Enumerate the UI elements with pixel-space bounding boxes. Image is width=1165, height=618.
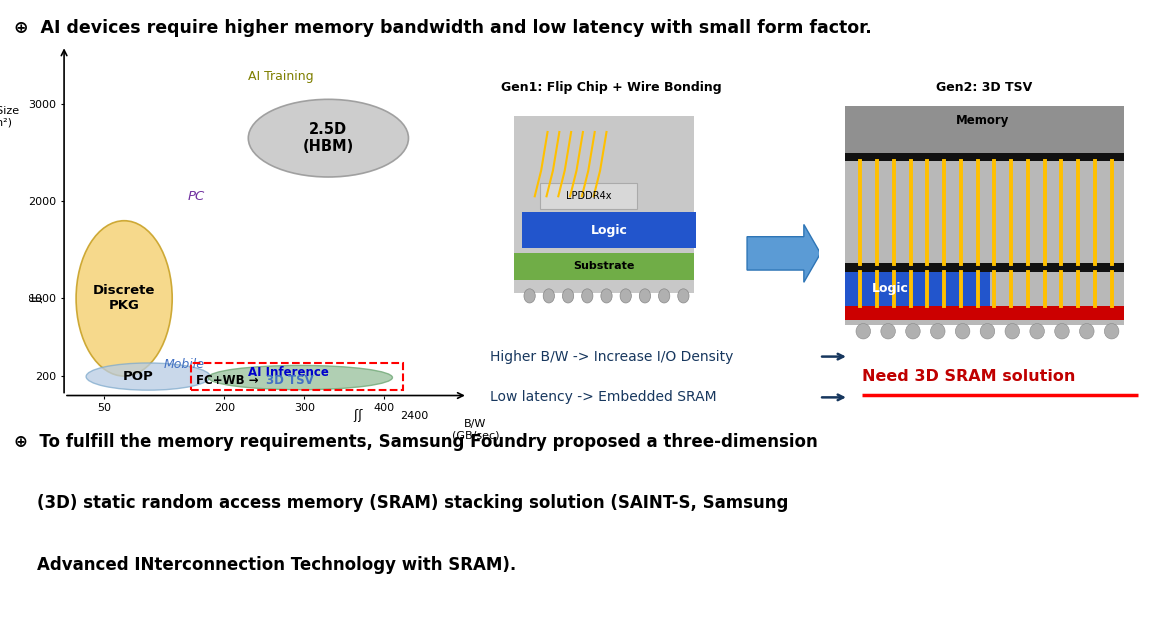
Bar [514, 253, 693, 280]
Text: Discrete
PKG: Discrete PKG [93, 284, 155, 313]
Bar [845, 153, 1124, 161]
Bar [539, 184, 637, 209]
Circle shape [524, 289, 535, 303]
Text: Low latency -> Embedded SRAM: Low latency -> Embedded SRAM [490, 391, 716, 404]
Text: PC: PC [188, 190, 205, 203]
Text: FC+WB →: FC+WB → [196, 375, 263, 387]
Text: Higher B/W -> Increase I/O Density: Higher B/W -> Increase I/O Density [490, 350, 734, 363]
Circle shape [563, 289, 573, 303]
Circle shape [1104, 324, 1118, 339]
Text: Mobile: Mobile [164, 358, 205, 371]
Text: Logic: Logic [591, 224, 628, 237]
Circle shape [1054, 324, 1069, 339]
Text: ʃʃ: ʃʃ [30, 294, 43, 303]
Circle shape [601, 289, 612, 303]
Text: Logic: Logic [873, 282, 909, 295]
Ellipse shape [76, 221, 172, 376]
Text: AI Training: AI Training [247, 70, 313, 83]
Text: POP: POP [122, 370, 153, 383]
Circle shape [931, 324, 945, 339]
Text: Gen1: Flip Chip + Wire Bonding: Gen1: Flip Chip + Wire Bonding [501, 80, 722, 93]
Circle shape [1030, 324, 1044, 339]
Bar [845, 263, 1124, 272]
Text: Advanced INterconnection Technology with SRAM).: Advanced INterconnection Technology with… [14, 556, 516, 574]
Circle shape [1080, 324, 1094, 339]
Text: ⊕  To fulfill the memory requirements, Samsung Foundry proposed a three-dimensio: ⊕ To fulfill the memory requirements, Sa… [14, 433, 818, 451]
Text: 3D TSV: 3D TSV [266, 375, 313, 387]
Bar [845, 272, 990, 305]
Text: ʃʃ: ʃʃ [346, 409, 362, 423]
Circle shape [581, 289, 593, 303]
Circle shape [678, 289, 689, 303]
FancyArrow shape [747, 224, 820, 282]
Text: Substrate: Substrate [573, 261, 635, 271]
Text: ⊕  AI devices require higher memory bandwidth and low latency with small form fa: ⊕ AI devices require higher memory bandw… [14, 19, 871, 36]
Circle shape [955, 324, 970, 339]
Text: LPDDR4x: LPDDR4x [566, 192, 612, 201]
Bar [845, 305, 1124, 320]
Text: 2.5D
(HBM): 2.5D (HBM) [303, 122, 354, 154]
Text: Need 3D SRAM solution: Need 3D SRAM solution [862, 370, 1075, 384]
Bar [845, 106, 1124, 154]
Circle shape [620, 289, 631, 303]
Circle shape [980, 324, 995, 339]
Text: Gen2: 3D TSV: Gen2: 3D TSV [937, 80, 1032, 93]
Text: 2400: 2400 [400, 411, 428, 421]
Ellipse shape [248, 99, 409, 177]
Circle shape [640, 289, 650, 303]
Bar [514, 116, 693, 293]
Circle shape [543, 289, 555, 303]
Circle shape [881, 324, 896, 339]
Text: PKG Size
(mm²): PKG Size (mm²) [0, 106, 20, 127]
Bar [522, 213, 697, 248]
Text: Memory: Memory [956, 114, 1010, 127]
Bar [191, 363, 403, 390]
Text: (3D) static random access memory (SRAM) stacking solution (SAINT-S, Samsung: (3D) static random access memory (SRAM) … [14, 494, 789, 512]
Text: B/W
(GB/sec): B/W (GB/sec) [452, 419, 499, 440]
Circle shape [658, 289, 670, 303]
Bar [845, 106, 1124, 325]
Circle shape [905, 324, 920, 339]
Text: AI Inference: AI Inference [248, 366, 329, 379]
Circle shape [856, 324, 870, 339]
Ellipse shape [209, 365, 393, 390]
Circle shape [1005, 324, 1019, 339]
Ellipse shape [86, 363, 210, 390]
